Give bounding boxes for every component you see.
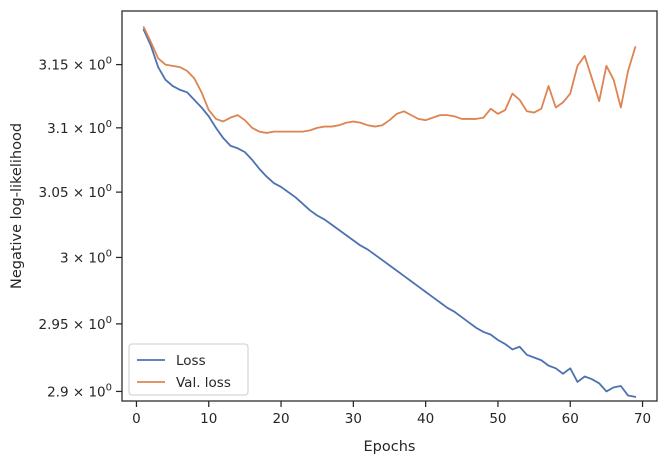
series-layer <box>142 26 637 398</box>
x-tick-label: 0 <box>132 411 141 427</box>
y-tick-label: 2.95 × 100 <box>38 315 112 333</box>
x-tick-label: 40 <box>417 411 434 427</box>
legend-label: Loss <box>176 353 206 369</box>
x-tick-label: 50 <box>489 411 506 427</box>
legend-label: Val. loss <box>176 375 231 391</box>
axes-layer: 0 10 20 30 40 50 60 70 3.15 × 100 3.1 × 100 3.05 ×… <box>9 10 658 455</box>
plot-frame <box>121 10 658 402</box>
y-tick-label: 3.1 × 100 <box>47 119 112 137</box>
x-tick-label: 70 <box>634 411 651 427</box>
series-line-val-loss <box>142 26 637 134</box>
legend: Loss Val. loss <box>128 343 249 396</box>
y-tick-label: 2.9 × 100 <box>47 382 112 400</box>
series-line-loss <box>142 28 637 398</box>
x-tick-label: 30 <box>345 411 362 427</box>
y-tick-label: 3.05 × 100 <box>38 183 112 201</box>
x-tick-label: 60 <box>562 411 579 427</box>
x-tick-label: 10 <box>200 411 217 427</box>
y-axis-label: Negative log-likelihood <box>9 123 25 289</box>
y-tick-label: 3 × 100 <box>60 248 112 266</box>
y-tick-label: 3.15 × 100 <box>38 56 112 74</box>
x-tick-label: 20 <box>272 411 289 427</box>
x-axis-label: Epochs <box>364 439 416 455</box>
